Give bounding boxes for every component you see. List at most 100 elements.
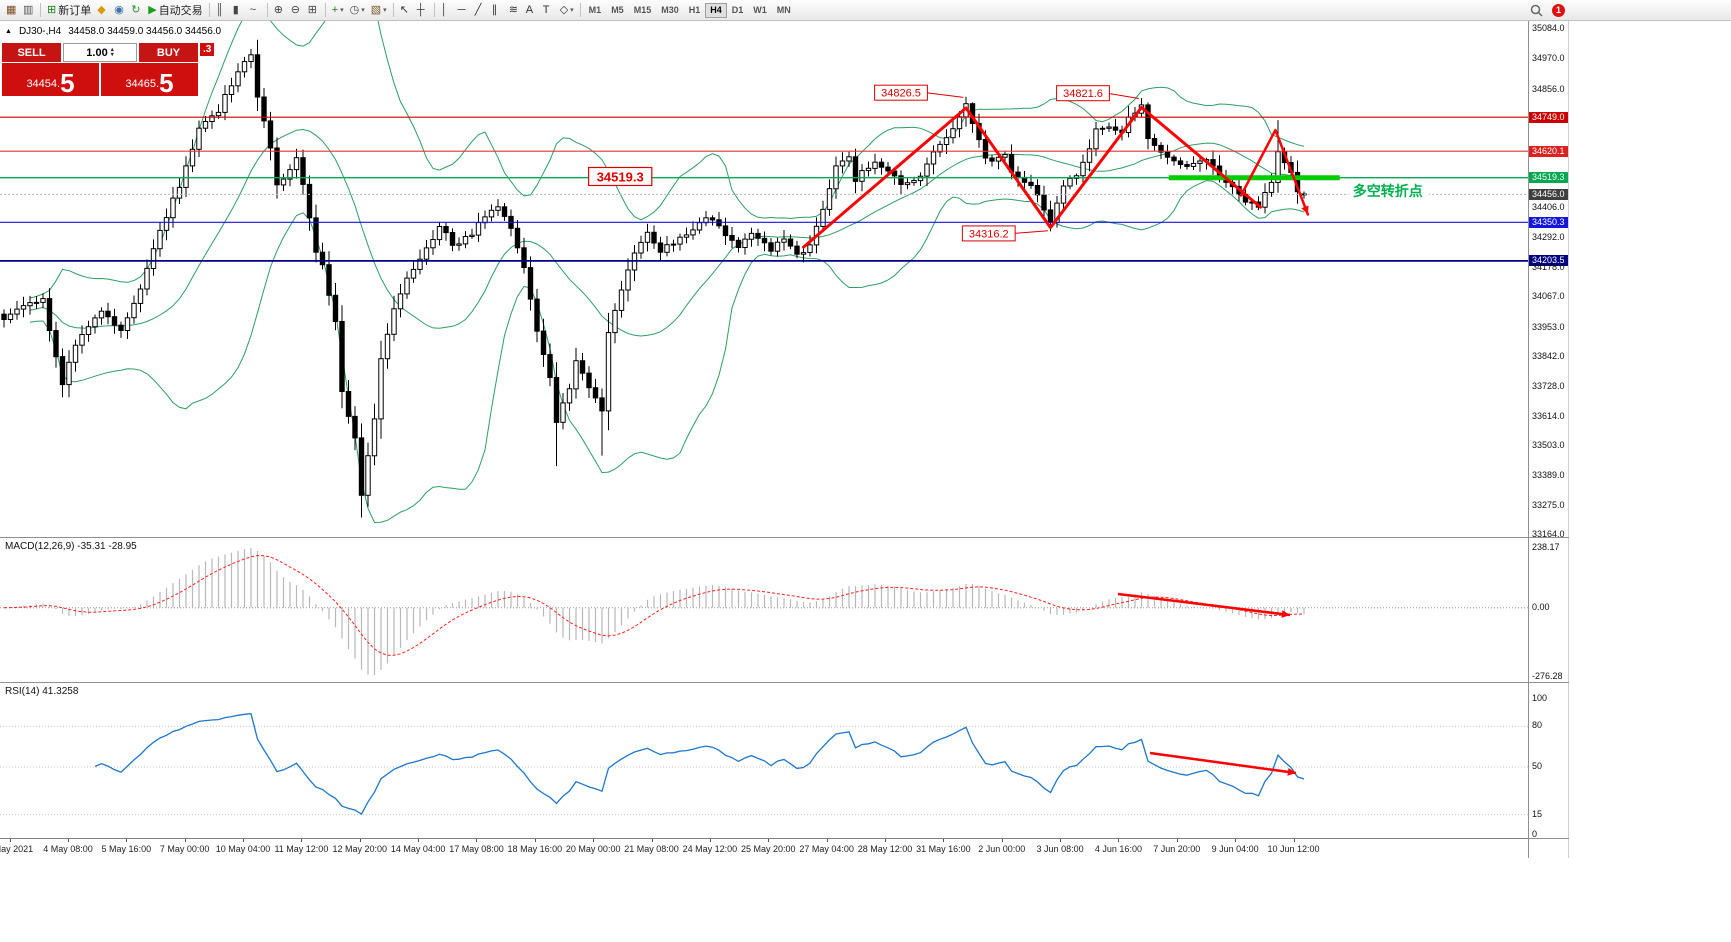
oneclick-collapse-icon[interactable]: ▲ [5,28,12,35]
volume-spinner[interactable]: ▴ ▾ [110,46,114,58]
toolbar-indicators-button[interactable]: + ▾ [329,2,347,19]
time-tick [1060,839,1062,842]
price-tick: 35084.0 [1532,23,1565,34]
rsi-trend-arrow[interactable] [1149,751,1297,776]
svg-text:34519.3: 34519.3 [597,169,644,184]
time-axis-label: 10 May 04:00 [215,844,271,854]
time-tick [418,839,420,842]
level-price-label[interactable]: 34519.3 [587,166,653,187]
toolbar-text-button[interactable]: A [523,2,540,19]
time-tick [709,839,711,842]
spread-badge: .3 [200,43,215,56]
timeframe-m5-button[interactable]: M5 [611,5,624,15]
new-order-icon: ⊞ [47,3,57,16]
toolbar-zoom-in-button[interactable]: ⊕ [271,2,288,19]
toolbar-crosshair-button[interactable]: ┼ [414,2,431,19]
toolbar-fibonacci-button[interactable]: ≋ [506,2,523,19]
time-axis-label: 27 May 04:00 [799,844,854,854]
trend-zigzag-small[interactable] [1239,128,1310,216]
timeframe-m1-button[interactable]: M1 [588,5,602,15]
toolbar: ▦ ▥ ⊞ 新订单 ◆ ◉ ↻ ▶ 自动交易 ║ ▮ ~ ⊕ ⊖ ⊞ + ▾ ◷ ▾ ▧ ▾ ↖ ┼ │ ─ ╱ ∥ ≋ A T ◇ ▾ M1 M… [0,0,1731,21]
toolbar-horizontal-line-button[interactable]: ─ [455,2,472,19]
periods-dropdown-icon[interactable]: ▾ [361,7,365,14]
buy-button[interactable]: BUY [139,43,198,62]
toolbar-tile-windows-button[interactable]: ⊞ [305,2,322,19]
toolbar-zoom-out-button[interactable]: ⊖ [288,2,305,19]
price-tick: 33503.0 [1532,440,1565,451]
timeframe-h4-button[interactable]: H4 [705,2,727,18]
toolbar-metaeditor-button[interactable]: ◆ [94,2,111,19]
time-axis-label: 25 May 20:00 [740,844,796,854]
trend-zigzag-main[interactable] [802,105,1262,249]
swing-price-label[interactable]: 34821.6 [1056,85,1139,102]
price-tick: 34178.0 [1532,262,1565,273]
toolbar-periods-button[interactable]: ◷ ▾ [347,2,368,19]
main-chart[interactable]: 34826.5 34821.6 34316.2 34519.3 多空转折点 ▲ DJ30… [0,21,1528,537]
volume-value: 1.00 [86,46,108,59]
rsi-level-lines [0,725,1528,816]
macd-trend-arrow[interactable] [1117,592,1291,618]
rsi-scale-label: 0 [1532,829,1538,839]
time-tick [301,839,303,842]
sell-button[interactable]: SELL [2,43,61,62]
toolbar-separator [579,3,581,17]
time-tick [1235,839,1237,842]
sell-price[interactable]: 34454. 5 [2,63,99,96]
price-tick: 34856.0 [1532,83,1565,94]
macd-scale-label: 238.17 [1532,542,1560,552]
toolbar-arrows-button[interactable]: ◇ ▾ [557,2,577,19]
toolbar-new-order-button[interactable]: ⊞ 新订单 [44,2,94,19]
toolbar-trendline-button[interactable]: ╱ [472,2,489,19]
time-axis-label: 21 May 08:00 [624,844,679,854]
swing-price-label[interactable]: 34316.2 [961,225,1048,242]
search-icon[interactable] [1530,4,1543,17]
rsi-scale-label: 50 [1532,761,1543,771]
timeframe-d1-button[interactable]: D1 [731,5,744,15]
time-axis-label: 31 May 16:00 [916,844,971,854]
price-tick: 34406.0 [1532,202,1565,213]
toolbar-autotrading-button[interactable]: ▶ 自动交易 [145,2,205,19]
rsi-panel[interactable]: RSI(14) 41.3258 [0,682,1528,838]
toolbar-profiles-button[interactable]: ▥ [20,2,37,19]
rsi-svg [0,713,1528,816]
note-label[interactable]: 多空转折点 [1348,181,1429,202]
timeframe-h1-button[interactable]: H1 [688,5,701,15]
timeframe-w1-button[interactable]: W1 [753,5,767,15]
spin-down-icon[interactable]: ▾ [110,51,114,58]
toolbar-equidistant-channel-button[interactable]: ∥ [489,2,506,19]
buy-price[interactable]: 34465. 5 [101,63,198,96]
toolbar-separator [266,3,268,17]
spin-up-icon[interactable]: ▴ [110,46,114,53]
toolbar-text-label-button[interactable]: T [540,2,557,19]
one-click-trading-panel: SELL 1.00 ▴ ▾ BUY 34454. 5 34465. 5 [2,43,198,96]
macd-histogram [9,548,1305,676]
toolbar-candlestick-mode-button[interactable]: ▮ [230,2,247,19]
time-tick [534,839,536,842]
volume-input[interactable]: 1.00 ▴ ▾ [63,43,137,62]
toolbar-refresh-button[interactable]: ↻ [128,2,145,19]
toolbar-cursor-button[interactable]: ↖ [397,2,414,19]
timeframe-mn-button[interactable]: MN [776,5,791,15]
main-chart-svg: 34826.5 34821.6 34316.2 34519.3 多空转折点 [0,21,1528,524]
toolbar-market-watch-button[interactable]: ◉ [111,2,128,19]
toolbar-bar-chart-mode-button[interactable]: ║ [213,2,230,19]
toolbar-new-chart-button[interactable]: ▦ [3,2,20,19]
swing-price-label[interactable]: 34826.5 [874,84,964,101]
price-tick: 33389.0 [1532,470,1565,481]
level-lines[interactable] [0,116,1528,262]
timeframe-m30-button[interactable]: M30 [661,5,679,15]
toolbar-line-chart-mode-button[interactable]: ~ [247,2,264,19]
arrows-dropdown-icon[interactable]: ▾ [570,7,574,14]
time-axis-label: 20 May 00:00 [565,844,621,854]
toolbar-right-group: 1 [1530,3,1565,17]
macd-panel[interactable]: MACD(12,26,9) -35.31 -28.95 [0,537,1528,682]
timeframe-m15-button[interactable]: M15 [633,5,652,15]
toolbar-vertical-line-button[interactable]: │ [438,2,455,19]
templates-dropdown-icon[interactable]: ▾ [383,7,387,14]
notification-badge[interactable]: 1 [1552,3,1565,17]
time-axis-label: 4 May 08:00 [43,844,93,854]
toolbar-templates-button[interactable]: ▧ ▾ [368,2,390,19]
indicators-dropdown-icon[interactable]: ▾ [340,7,344,14]
svg-text:34316.2: 34316.2 [969,228,1009,240]
price-scale[interactable]: 35084.0 34970.0 34856.0 34749.0 34620.1 34519… [1528,21,1569,858]
